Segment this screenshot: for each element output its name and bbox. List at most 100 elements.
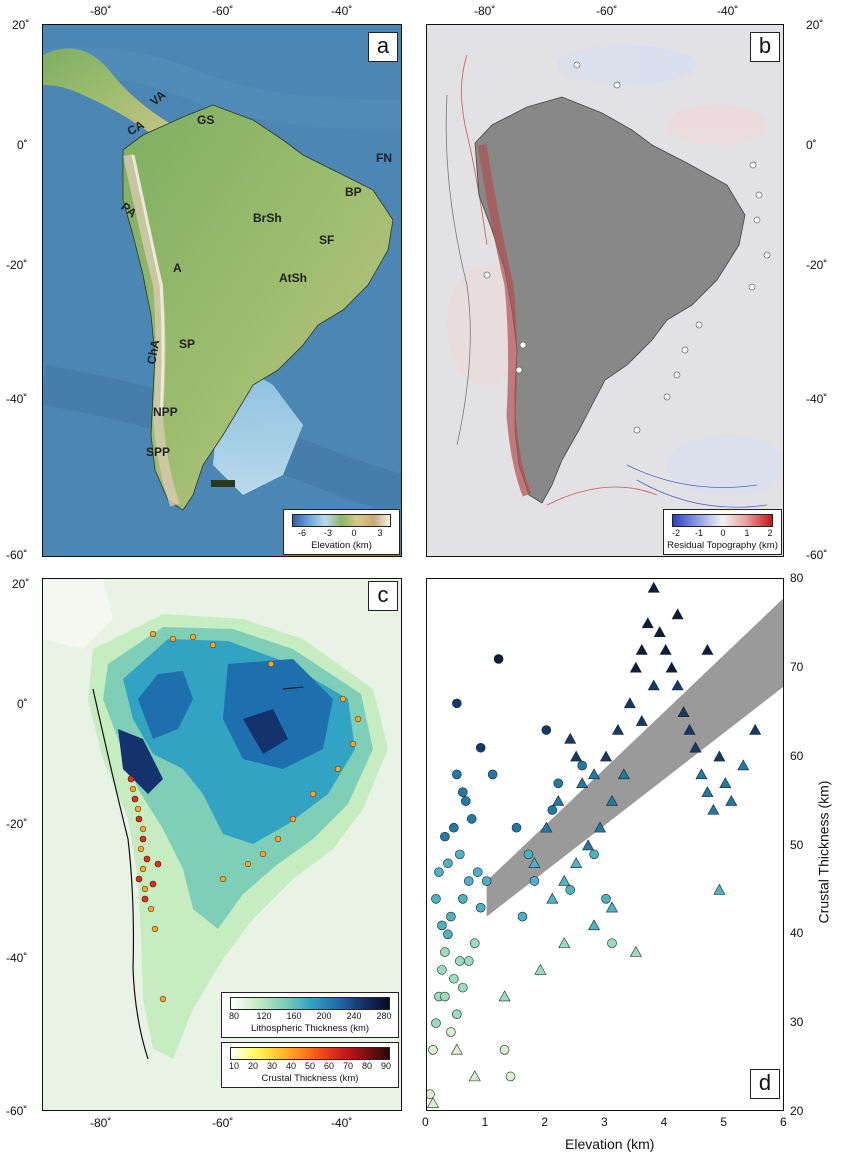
scatter-point-triangle xyxy=(689,741,702,753)
scatter-panel: d xyxy=(426,578,784,1111)
scatter-point-triangle xyxy=(701,786,714,797)
scatter-point-triangle xyxy=(611,723,624,735)
scatter-point-circle xyxy=(565,885,575,895)
legend-title: Crustal Thickness (km) xyxy=(261,1073,359,1084)
south-america-land xyxy=(122,104,394,511)
legend-tick: 70 xyxy=(342,1061,354,1071)
scatter-point-circle xyxy=(452,1009,462,1020)
scatter-point-circle xyxy=(434,867,444,877)
panel-letter-a: a xyxy=(368,32,398,62)
lon-tick-label: -80˚ xyxy=(90,1116,112,1130)
scatter-point-circle xyxy=(440,831,450,842)
scatter-point-circle xyxy=(481,876,492,886)
elevation-map-panel: a CA VA GS FN BP PA BrSh SF A AtSh ChA S… xyxy=(42,24,402,557)
scatter-point-circle xyxy=(455,956,465,966)
label-a: A xyxy=(173,261,182,275)
scatter-point-triangle xyxy=(450,1043,463,1055)
label-brsh: BrSh xyxy=(253,211,282,225)
legend-tick: 80 xyxy=(228,1011,240,1021)
scatter-point-triangle xyxy=(468,1070,481,1082)
scatter-point-circle xyxy=(517,911,528,922)
lat-tick-label: 0˚ xyxy=(17,697,28,711)
x-axis-title: Elevation (km) xyxy=(565,1136,655,1152)
scatter-point-triangle xyxy=(659,643,672,655)
legend-title: Lithospheric Thickness (km) xyxy=(250,1023,370,1034)
panel-letter-b: b xyxy=(750,32,780,62)
scatter-point-triangle xyxy=(558,874,571,886)
scatter-point-circle xyxy=(463,876,474,886)
trend-band xyxy=(486,598,783,917)
scatter-point-triangle xyxy=(594,821,607,833)
lat-tick-label: 20˚ xyxy=(12,18,30,32)
legend-elevation: -6 -3 0 3 Elevation (km) xyxy=(283,509,400,555)
label-sf: SF xyxy=(319,233,335,247)
scatter-point-circle xyxy=(457,982,468,993)
scatter-point-triangle xyxy=(647,581,660,593)
label-bp: BP xyxy=(345,185,362,199)
scatter-point-circle xyxy=(466,814,477,824)
colorbar-lithosphere xyxy=(230,997,390,1010)
scatter-point-circle xyxy=(455,849,465,860)
legend-title: Elevation (km) xyxy=(311,540,372,551)
lat-tick-label: -60˚ xyxy=(6,548,28,562)
lon-tick-label: -60˚ xyxy=(596,4,618,18)
scatter-point-triangle xyxy=(653,626,666,638)
lat-tick-label: -60˚ xyxy=(6,1104,28,1118)
label-fn: FN xyxy=(376,151,392,165)
scatter-point-circle xyxy=(487,769,498,780)
y-tick-label: 70 xyxy=(790,659,804,674)
legend-tick: 2 xyxy=(767,528,773,538)
scatter-point-circle xyxy=(589,849,599,860)
scatter-point-circle xyxy=(428,1045,438,1055)
scatter-point-triangle xyxy=(570,857,583,868)
lat-tick-label: 0˚ xyxy=(806,138,817,152)
scatter-point-circle xyxy=(440,947,450,957)
y-tick-label: 30 xyxy=(790,1015,804,1030)
scatter-point-triangle xyxy=(576,777,589,789)
y-tick-label: 20 xyxy=(790,1104,804,1118)
scatter-point-triangle xyxy=(749,723,762,735)
scatter-point-triangle xyxy=(546,892,559,904)
legend-tick: -6 xyxy=(297,528,307,538)
label-atsh: AtSh xyxy=(279,271,307,285)
scatter-point-triangle xyxy=(713,883,726,895)
lat-tick-label: -60˚ xyxy=(806,548,828,562)
scatter-point-circle xyxy=(607,938,617,949)
scatter-point-triangle xyxy=(629,661,642,673)
elevation-map-svg xyxy=(43,25,401,556)
legend-tick: 10 xyxy=(228,1061,240,1071)
scatter-point-circle xyxy=(547,805,558,815)
scatter-point-triangle xyxy=(582,839,595,851)
legend-residual: -2 -1 0 1 2 Residual Topography (km) xyxy=(663,509,782,555)
scatter-point-circle xyxy=(523,849,534,860)
scatter-point-triangle xyxy=(498,990,511,1002)
label-npp: NPP xyxy=(153,405,178,419)
scatter-point-triangle xyxy=(665,661,678,673)
legend-tick: 0 xyxy=(351,528,357,538)
scatter-point-circle xyxy=(446,911,456,922)
lon-tick-label: -40˚ xyxy=(331,4,353,18)
y-tick-label: 60 xyxy=(790,748,804,763)
x-tick-label: 0 xyxy=(422,1115,429,1129)
legend-tick: 160 xyxy=(286,1011,302,1021)
legend-tick: 50 xyxy=(304,1061,316,1071)
colorbar-residual xyxy=(672,514,773,527)
legend-tick: 90 xyxy=(380,1061,392,1071)
scatter-point-circle xyxy=(427,1089,435,1100)
scatter-point-circle xyxy=(457,787,468,797)
legend-tick: 0 xyxy=(720,528,726,538)
scatter-point-circle xyxy=(449,973,459,984)
crust-points xyxy=(129,630,362,1003)
scatter-point-triangle xyxy=(713,750,726,762)
colorbar-elevation xyxy=(292,514,391,527)
scatter-point-circle xyxy=(443,858,453,869)
scatter-point-circle xyxy=(493,654,504,664)
y-tick-label: 50 xyxy=(790,837,804,852)
lat-tick-label: -20˚ xyxy=(806,258,828,272)
scatter-point-circle xyxy=(437,965,447,975)
legend-tick: 3 xyxy=(377,528,383,538)
x-tick-label: 6 xyxy=(780,1115,787,1129)
scatter-point-triangle xyxy=(540,821,553,833)
scatter-point-triangle xyxy=(707,803,720,815)
lithosphere-map-panel: c 80 120 160 200 240 280 Lithospheric Th… xyxy=(42,578,402,1111)
